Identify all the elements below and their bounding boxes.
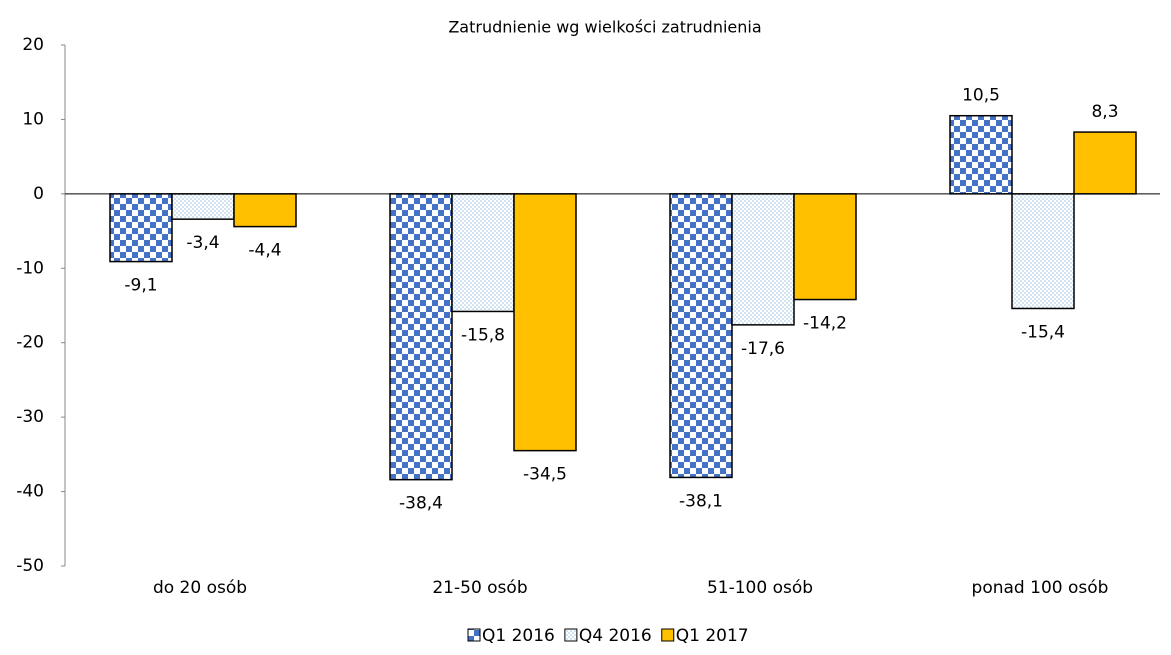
legend-swatch (564, 628, 578, 642)
bar (731, 193, 795, 326)
y-tick-label: -10 (16, 258, 44, 278)
x-tick-label: do 20 osób (153, 578, 247, 598)
data-label: -38,4 (399, 494, 443, 514)
x-tick-label: 51-100 osób (707, 578, 813, 598)
legend-swatch (661, 628, 675, 642)
y-tick-label: -20 (16, 333, 44, 353)
y-tick-label: 20 (22, 35, 44, 55)
data-label: -34,5 (523, 465, 567, 485)
data-label: -15,4 (1021, 322, 1065, 342)
bar (1073, 131, 1137, 195)
data-label: -9,1 (124, 276, 157, 296)
legend-label: Q1 2017 (676, 626, 749, 646)
y-tick-label: -40 (16, 482, 44, 502)
chart-title: Zatrudnienie wg wielkości zatrudnienia (448, 18, 761, 37)
bar (669, 193, 733, 479)
data-label: -3,4 (186, 233, 219, 253)
data-label: -15,8 (461, 325, 505, 345)
bar (949, 114, 1013, 195)
y-tick-label: -30 (16, 407, 44, 427)
data-label: -38,1 (679, 491, 723, 511)
x-tick-label: ponad 100 osób (972, 578, 1109, 598)
data-label: -17,6 (741, 339, 785, 359)
data-label: 10,5 (962, 86, 1000, 106)
bar (171, 193, 235, 220)
y-tick-label: -50 (16, 556, 44, 576)
data-label: 8,3 (1091, 102, 1118, 122)
legend-label: Q4 2016 (579, 626, 652, 646)
bar (1011, 193, 1075, 310)
bar (513, 193, 577, 452)
legend-label: Q1 2016 (482, 626, 555, 646)
legend-swatch (467, 628, 481, 642)
bar (233, 193, 297, 228)
bar (109, 193, 173, 263)
x-tick-label: 21-50 osób (432, 578, 527, 598)
bar (451, 193, 515, 313)
y-tick-label: 0 (33, 184, 44, 204)
y-tick-label: 10 (22, 109, 44, 129)
bar (793, 193, 857, 301)
data-label: -14,2 (803, 314, 847, 334)
data-label: -4,4 (248, 241, 281, 261)
bar (389, 193, 453, 481)
